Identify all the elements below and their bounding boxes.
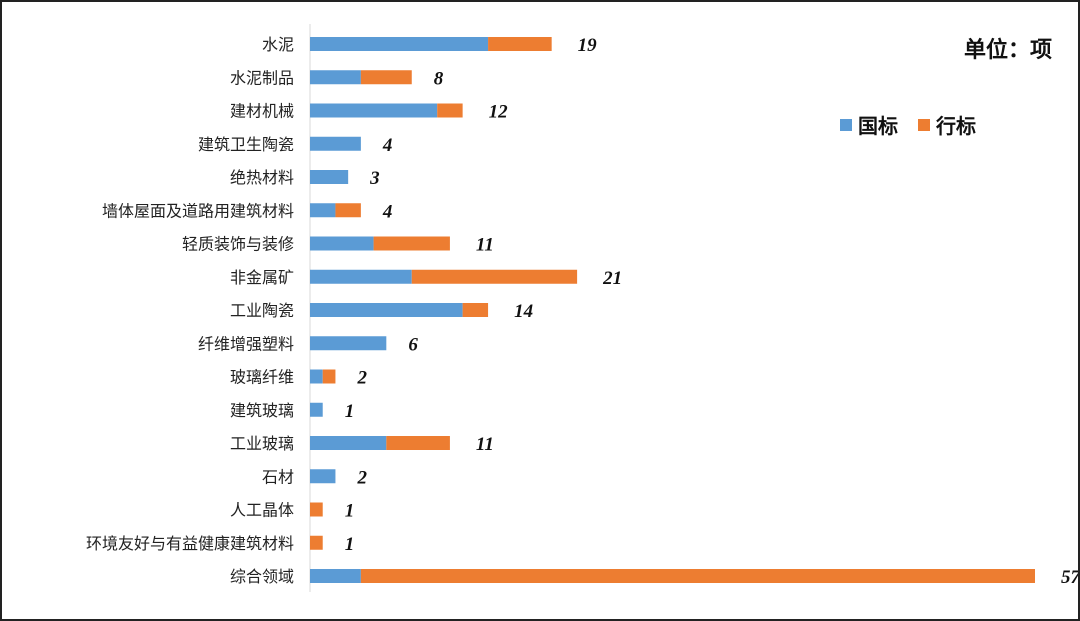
category-label: 纤维增强塑料 xyxy=(198,334,294,353)
bar-guobiao xyxy=(310,136,361,151)
bar-guobiao xyxy=(310,569,361,583)
unit-label: 单位：项 xyxy=(963,38,1052,63)
bar-hangbiao xyxy=(488,37,552,51)
data-label-total: 2 xyxy=(356,368,367,389)
data-label-total: 14 xyxy=(514,301,533,322)
bar-hangbiao xyxy=(335,203,361,218)
bar-guobiao xyxy=(310,369,323,384)
data-label-total: 8 xyxy=(434,68,444,89)
bar-guobiao xyxy=(310,402,323,417)
bar-hangbiao xyxy=(386,436,450,450)
legend-label-hangbiao: 行标 xyxy=(936,114,976,138)
legend-label-guobiao: 国标 xyxy=(858,114,898,138)
data-label-total: 19 xyxy=(578,35,598,56)
bar-guobiao xyxy=(310,170,349,184)
bar-hangbiao xyxy=(411,269,578,284)
category-label: 玻璃纤维 xyxy=(230,368,294,387)
category-label: 工业陶瓷 xyxy=(230,301,294,320)
bar-hangbiao xyxy=(373,236,450,251)
data-label-total: 21 xyxy=(602,268,622,289)
data-label-total: 3 xyxy=(369,168,380,189)
category-label: 建材机械 xyxy=(230,102,294,121)
legend-item-hangbiao: 行标 xyxy=(918,110,976,139)
data-label-total: 6 xyxy=(408,334,418,355)
data-label-total: 57 xyxy=(1061,567,1080,588)
legend-swatch-hangbiao xyxy=(918,118,930,131)
bar-guobiao xyxy=(310,469,336,484)
bar-guobiao xyxy=(310,336,387,351)
data-label-total: 1 xyxy=(345,401,355,422)
data-label-total: 4 xyxy=(382,201,393,222)
data-label-total: 11 xyxy=(476,235,494,256)
category-label: 环境友好与有益健康建筑材料 xyxy=(86,534,294,553)
bar-guobiao xyxy=(310,303,463,317)
bar-hangbiao xyxy=(360,569,1035,583)
bar-guobiao xyxy=(310,269,412,284)
bar-guobiao xyxy=(310,236,374,251)
bar-guobiao xyxy=(310,436,387,450)
legend-item-guobiao: 国标 xyxy=(840,110,898,139)
bar-guobiao xyxy=(310,203,336,218)
category-label: 建筑卫生陶瓷 xyxy=(198,135,294,154)
bar-guobiao xyxy=(310,37,489,51)
category-label: 墙体屋面及道路用建筑材料 xyxy=(102,201,294,220)
bar-hangbiao xyxy=(462,303,489,317)
data-label-total: 1 xyxy=(345,534,355,555)
category-label: 水泥 xyxy=(262,35,294,54)
legend: 国标 行标 xyxy=(840,110,976,139)
bar-hangbiao xyxy=(322,369,336,384)
bar-hangbiao xyxy=(310,535,323,550)
data-label-total: 1 xyxy=(345,501,355,522)
data-label-total: 11 xyxy=(476,434,494,455)
bar-guobiao xyxy=(310,103,438,118)
category-label: 建筑玻璃 xyxy=(230,401,294,420)
category-label: 非金属矿 xyxy=(230,268,294,287)
bar-hangbiao xyxy=(310,502,323,517)
bar-guobiao xyxy=(310,70,361,85)
category-label: 人工晶体 xyxy=(230,501,294,520)
data-label-total: 12 xyxy=(489,102,509,123)
category-label: 轻质装饰与装修 xyxy=(182,235,294,254)
category-label: 石材 xyxy=(262,467,294,486)
data-label-total: 4 xyxy=(382,135,393,156)
bar-hangbiao xyxy=(437,103,463,118)
category-label: 绝热材料 xyxy=(230,168,294,187)
category-label: 水泥制品 xyxy=(230,68,294,87)
legend-swatch-guobiao xyxy=(840,118,852,131)
bar-hangbiao xyxy=(360,70,412,85)
category-label: 综合领域 xyxy=(230,567,294,586)
category-label: 工业玻璃 xyxy=(230,434,294,453)
data-label-total: 2 xyxy=(356,467,367,488)
